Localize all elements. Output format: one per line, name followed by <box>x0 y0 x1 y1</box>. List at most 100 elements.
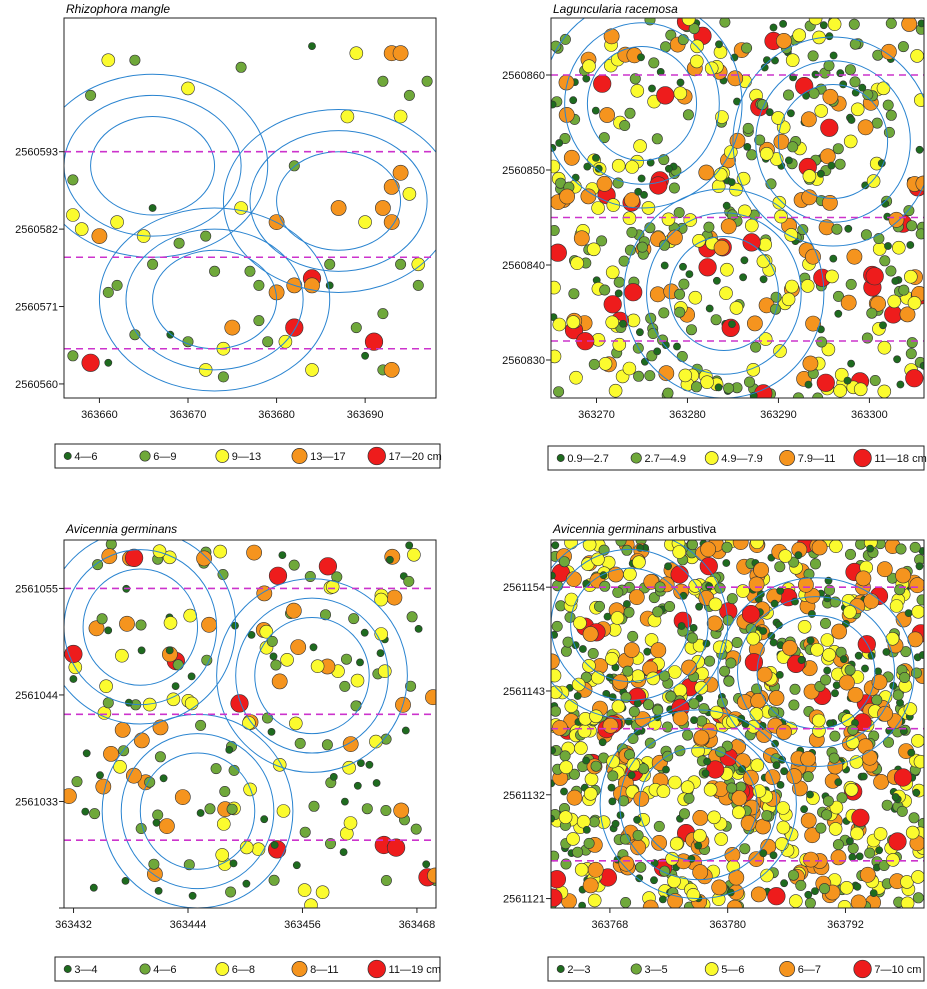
data-point <box>821 809 833 821</box>
data-point <box>270 841 279 849</box>
legend-label: 11—19 cm <box>389 964 441 976</box>
data-point <box>405 680 417 692</box>
data-point <box>551 541 560 550</box>
data-point <box>102 286 114 298</box>
data-point <box>559 33 571 45</box>
data-point <box>882 648 891 656</box>
sample-circle <box>64 549 218 706</box>
data-point <box>662 765 670 774</box>
data-point <box>705 304 714 313</box>
data-point <box>392 164 409 181</box>
data-point <box>325 579 340 594</box>
data-point <box>630 84 645 98</box>
data-point <box>915 175 924 192</box>
data-point <box>551 685 563 700</box>
data-point <box>806 790 814 799</box>
data-point <box>778 549 793 563</box>
data-point <box>405 541 414 550</box>
data-point <box>678 278 690 290</box>
data-point <box>552 317 567 332</box>
data-point <box>831 223 843 235</box>
data-point <box>81 353 100 372</box>
data-point <box>582 756 590 765</box>
data-point <box>820 633 835 647</box>
data-point <box>572 846 584 858</box>
data-point <box>776 781 785 789</box>
data-point <box>340 653 352 665</box>
data-point <box>728 320 736 328</box>
data-point <box>165 646 174 655</box>
data-point <box>612 674 629 690</box>
sample-circle <box>737 596 896 749</box>
legend-marker <box>853 959 872 979</box>
data-point <box>698 164 715 181</box>
data-point <box>410 823 422 835</box>
data-point <box>687 540 698 551</box>
data-point <box>839 674 855 691</box>
legend-marker <box>853 448 872 468</box>
data-point <box>851 808 870 827</box>
data-point <box>615 540 627 547</box>
legend-label: 3—5 <box>644 964 667 976</box>
data-point <box>772 195 787 210</box>
data-point <box>589 709 603 724</box>
data-point <box>906 337 918 349</box>
data-point <box>913 754 924 769</box>
data-point <box>583 786 598 801</box>
data-point <box>689 54 704 69</box>
data-point <box>885 631 900 646</box>
data-point <box>393 109 408 124</box>
data-point <box>614 289 623 298</box>
data-point <box>834 158 846 170</box>
data-point <box>829 540 843 553</box>
data-point <box>896 380 905 389</box>
data-point <box>664 562 672 571</box>
data-point <box>849 755 864 769</box>
data-point <box>759 849 768 858</box>
data-point <box>806 636 815 645</box>
data-point <box>551 870 566 889</box>
data-point <box>849 76 861 88</box>
data-point <box>242 879 251 888</box>
data-point <box>253 279 265 291</box>
legend-marker <box>291 961 308 977</box>
data-point <box>551 620 563 632</box>
data-point <box>914 93 924 107</box>
data-point <box>559 750 571 762</box>
sample-circle <box>64 540 237 725</box>
data-point <box>817 325 825 334</box>
data-point <box>619 319 627 328</box>
data-point <box>688 698 700 710</box>
data-point <box>909 577 924 594</box>
data-point <box>343 816 358 830</box>
data-point <box>89 808 101 820</box>
data-point <box>698 703 710 715</box>
data-point <box>832 143 844 155</box>
data-point <box>737 694 753 710</box>
data-point <box>92 559 104 571</box>
data-point <box>680 780 695 795</box>
sample-circle <box>276 151 402 251</box>
data-point <box>619 120 631 132</box>
data-point <box>267 728 276 736</box>
data-point <box>392 45 409 62</box>
data-point <box>749 707 764 721</box>
data-point <box>840 294 857 311</box>
data-point <box>377 75 389 87</box>
data-point <box>906 241 915 249</box>
data-point <box>903 702 918 716</box>
data-point <box>552 720 568 736</box>
data-point <box>412 279 424 291</box>
data-point <box>626 757 641 772</box>
data-point <box>667 665 682 679</box>
data-point <box>105 540 117 550</box>
data-point <box>861 664 869 673</box>
data-point <box>646 158 655 167</box>
data-point <box>551 100 557 109</box>
y-tick-label: 2561121 <box>503 894 545 906</box>
data-point <box>304 898 318 908</box>
data-point <box>849 38 861 50</box>
data-point <box>884 305 903 324</box>
data-point <box>865 267 884 286</box>
data-point <box>850 826 864 841</box>
